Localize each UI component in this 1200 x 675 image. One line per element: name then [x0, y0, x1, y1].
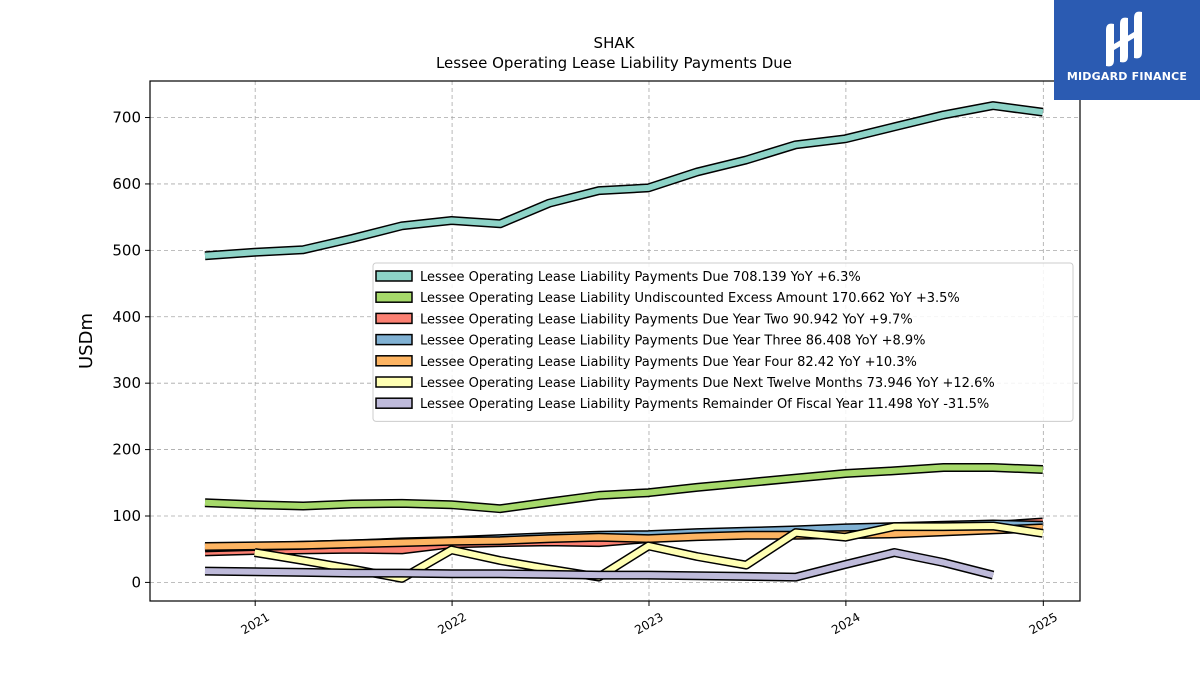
y-tick-label: 200: [112, 441, 141, 459]
brand-name: MIDGARD FINANCE: [1066, 70, 1188, 83]
x-tick-label: 2021: [238, 610, 271, 637]
legend-swatch: [375, 312, 413, 325]
y-tick-label: 0: [131, 573, 141, 591]
y-tick-label: 300: [112, 374, 141, 392]
legend-swatch: [375, 355, 413, 367]
brand-logo: MIDGARD FINANCE: [1054, 0, 1200, 100]
series-line: [204, 463, 1043, 514]
y-tick-label: 100: [112, 507, 141, 525]
x-tick-label: 2022: [435, 610, 468, 637]
legend-swatch: [375, 291, 413, 303]
y-tick-label: 600: [112, 175, 141, 193]
y-tick-label: 500: [112, 241, 141, 259]
legend-label: Lessee Operating Lease Liability Payment…: [420, 312, 913, 327]
y-tick-label: 700: [112, 109, 141, 127]
series-line: [204, 523, 1043, 551]
legend-label: Lessee Operating Lease Liability Payment…: [420, 334, 926, 349]
y-axis-label: USDm: [76, 313, 97, 369]
series-line: [204, 548, 995, 582]
series-layer: [204, 101, 1044, 583]
legend-swatch: [375, 376, 413, 388]
legend-label: Lessee Operating Lease Liability Payment…: [420, 376, 995, 391]
chart-title: SHAK: [594, 34, 636, 52]
series-fill: [204, 102, 1044, 259]
series-outline: [204, 101, 1044, 261]
legend-swatch: [375, 397, 413, 409]
y-tick-label: 400: [112, 308, 141, 326]
legend-swatch: [375, 333, 413, 346]
x-tick-label: 2023: [632, 610, 665, 637]
legend-label: Lessee Operating Lease Liability Payment…: [420, 355, 917, 370]
legend-box: [372, 262, 1074, 422]
midgard-logo-icon: [1106, 11, 1142, 67]
legend-label: Lessee Operating Lease Liability Undisco…: [420, 291, 960, 306]
chart-subtitle: Lessee Operating Lease Liability Payment…: [436, 54, 792, 72]
legend: Lessee Operating Lease Liability Payment…: [372, 262, 1074, 422]
x-tick-label: 2025: [1027, 610, 1060, 637]
legend-label: Lessee Operating Lease Liability Payment…: [420, 397, 989, 412]
legend-label: Lessee Operating Lease Liability Payment…: [420, 270, 861, 285]
plot-frame: [149, 80, 1081, 602]
legend-swatch: [375, 270, 413, 282]
x-tick-label: 2024: [829, 610, 862, 637]
series-fill: [204, 464, 1043, 512]
series-line: [204, 101, 1044, 261]
series-fill: [204, 524, 1043, 550]
